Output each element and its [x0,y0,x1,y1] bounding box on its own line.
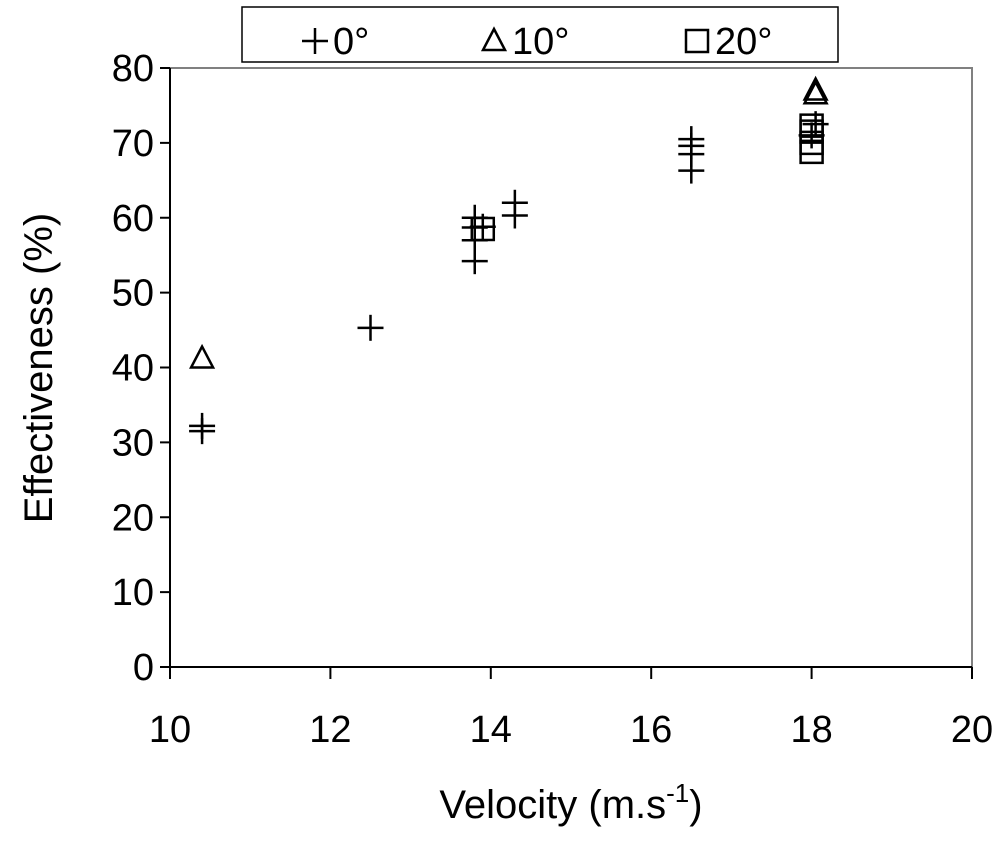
y-axis-ticks: 0 10 20 30 40 50 60 70 80 [112,48,170,689]
data-points [189,75,829,445]
y-tick-label: 20 [112,497,154,539]
legend-item: 20° [684,21,772,63]
data-point-square [470,216,496,242]
x-axis-ticks: 10 12 14 16 18 20 [149,667,993,751]
data-point-plus [189,412,216,439]
legend-item: 10° [480,21,569,63]
x-axis-title-superscript: -1 [666,778,689,808]
y-tick-label: 10 [112,572,154,614]
x-tick-label: 20 [951,709,993,751]
x-tick-label: 10 [149,709,191,751]
data-point-plus [678,126,705,153]
y-tick-label: 80 [112,48,154,90]
x-axis-title: Velocity (m.s-1) [439,778,702,827]
legend-marker-square [684,28,710,54]
y-tick-label: 40 [112,348,154,390]
data-point-square [799,113,824,138]
data-point-triangle [802,79,829,105]
y-tick-label: 70 [112,123,154,165]
legend-box [241,6,839,63]
y-tick-label: 60 [112,198,154,240]
legend-label: 20° [715,21,772,63]
legend-label: 0° [333,21,369,63]
y-tick-label: 50 [112,273,154,315]
x-tick-label: 12 [309,709,351,751]
data-point-plus [798,122,825,149]
plot-area [169,67,973,668]
x-axis-title-suffix: ) [689,783,702,827]
x-tick-label: 14 [470,709,512,751]
legend-marker-plus [302,28,328,54]
y-axis-title: Effectiveness (%) [17,213,61,524]
legend-item: 0° [302,21,369,63]
legend: 0° 10° 20° [241,6,839,63]
x-tick-label: 16 [630,709,672,751]
legend-label: 10° [512,21,569,63]
data-point-plus [357,314,384,341]
data-point-triangle [189,343,216,369]
x-tick-label: 18 [790,709,832,751]
x-axis-title-main: Velocity (m.s [439,783,666,827]
data-point-plus [501,189,528,216]
y-tick-label: 0 [133,647,154,689]
y-tick-label: 30 [112,422,154,464]
legend-marker-triangle [480,26,508,52]
data-point-triangle [802,75,829,101]
